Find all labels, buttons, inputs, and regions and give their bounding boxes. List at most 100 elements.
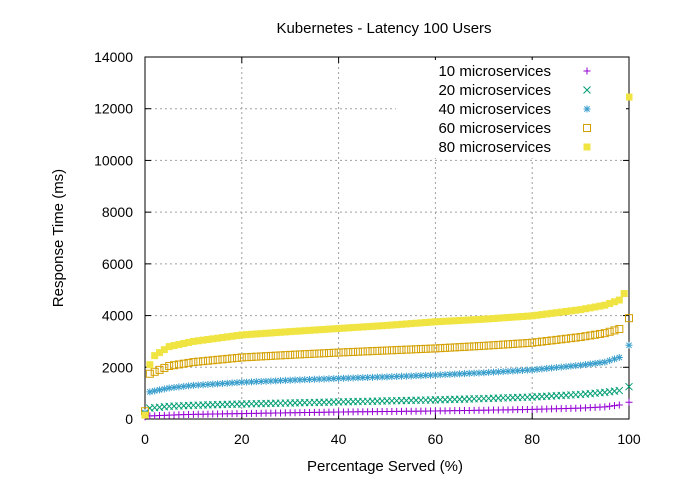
data-point <box>543 364 551 372</box>
data-point <box>257 330 265 338</box>
data-point <box>470 369 478 377</box>
data-point <box>562 363 570 371</box>
data-point <box>218 334 226 342</box>
data-point <box>504 367 512 375</box>
data-point <box>238 378 246 386</box>
data-point <box>431 371 439 379</box>
data-point <box>334 348 343 357</box>
data-point <box>402 345 411 354</box>
data-point <box>335 374 343 382</box>
data-point <box>610 326 619 335</box>
data-point <box>223 333 231 341</box>
data-point <box>572 362 580 370</box>
data-point <box>533 338 542 347</box>
data-point <box>417 372 425 380</box>
data-point <box>615 296 623 304</box>
data-point <box>218 355 227 364</box>
data-point <box>533 311 541 319</box>
data-point <box>291 327 299 335</box>
y-tick-label: 12000 <box>94 101 133 117</box>
data-point <box>353 347 362 356</box>
data-point <box>557 363 565 371</box>
data-point <box>203 356 212 365</box>
data-point <box>393 372 401 380</box>
data-point <box>586 331 595 340</box>
tick-label-layer: 0 20 40 60 80 100 0 2000 4000 6000 8000 10000 12000 1… <box>94 49 641 447</box>
data-point <box>306 375 314 383</box>
data-point <box>422 319 430 327</box>
data-point <box>300 350 309 359</box>
data-point <box>431 318 439 326</box>
data-point <box>185 338 193 346</box>
data-point <box>194 357 203 366</box>
x-tick-label: 60 <box>428 431 444 447</box>
data-point <box>237 353 246 362</box>
data-point <box>315 375 323 383</box>
data-point <box>330 375 338 383</box>
data-point <box>286 328 294 336</box>
data-point <box>320 349 329 358</box>
data-point <box>470 342 479 351</box>
data-point <box>276 351 285 360</box>
data-point <box>286 350 295 359</box>
data-point <box>606 402 614 410</box>
data-point <box>562 307 570 315</box>
data-point <box>625 341 633 349</box>
data-point <box>451 370 459 378</box>
data-point <box>513 339 522 348</box>
legend-label: 60 microservices <box>438 120 551 137</box>
data-point <box>368 322 376 330</box>
data-point <box>252 352 261 361</box>
x-tick-label: 0 <box>141 431 149 447</box>
data-point <box>581 361 589 369</box>
data-point <box>567 362 575 370</box>
data-point <box>566 334 575 343</box>
data-point <box>364 373 372 381</box>
data-point <box>615 325 624 334</box>
data-point <box>577 306 585 314</box>
data-point <box>412 345 421 354</box>
data-point <box>485 315 493 323</box>
data-point <box>189 381 197 389</box>
data-point <box>543 310 551 318</box>
data-point <box>489 368 497 376</box>
data-point <box>305 349 314 358</box>
data-point <box>586 360 594 368</box>
legend-label: 80 microservices <box>438 139 551 156</box>
data-point <box>257 352 266 361</box>
data-point <box>514 367 522 375</box>
data-point <box>548 364 556 372</box>
legend-marker <box>583 124 591 132</box>
data-point <box>242 353 251 362</box>
data-point <box>277 377 285 385</box>
data-point <box>320 325 328 333</box>
legend-label: 20 microservices <box>438 82 551 99</box>
data-point <box>528 312 536 320</box>
data-point <box>208 356 217 365</box>
data-point <box>436 371 444 379</box>
data-point <box>310 375 318 383</box>
data-point <box>363 347 372 356</box>
data-point <box>373 346 382 355</box>
data-point <box>194 337 202 345</box>
data-point <box>267 377 275 385</box>
data-point <box>422 371 430 379</box>
data-point <box>189 337 197 345</box>
data-point <box>547 336 556 345</box>
data-point <box>238 331 246 339</box>
data-point <box>218 380 226 388</box>
data-point <box>151 387 159 395</box>
data-point <box>606 300 614 308</box>
data-point <box>606 357 614 365</box>
data-point <box>156 349 164 357</box>
data-point <box>175 383 183 391</box>
x-tick-label: 80 <box>524 431 540 447</box>
data-point <box>436 318 444 326</box>
data-point <box>610 298 618 306</box>
data-point <box>625 382 633 391</box>
data-point <box>610 402 618 410</box>
data-point <box>537 337 546 346</box>
data-point <box>557 308 565 316</box>
y-tick-label: 6000 <box>102 256 133 272</box>
